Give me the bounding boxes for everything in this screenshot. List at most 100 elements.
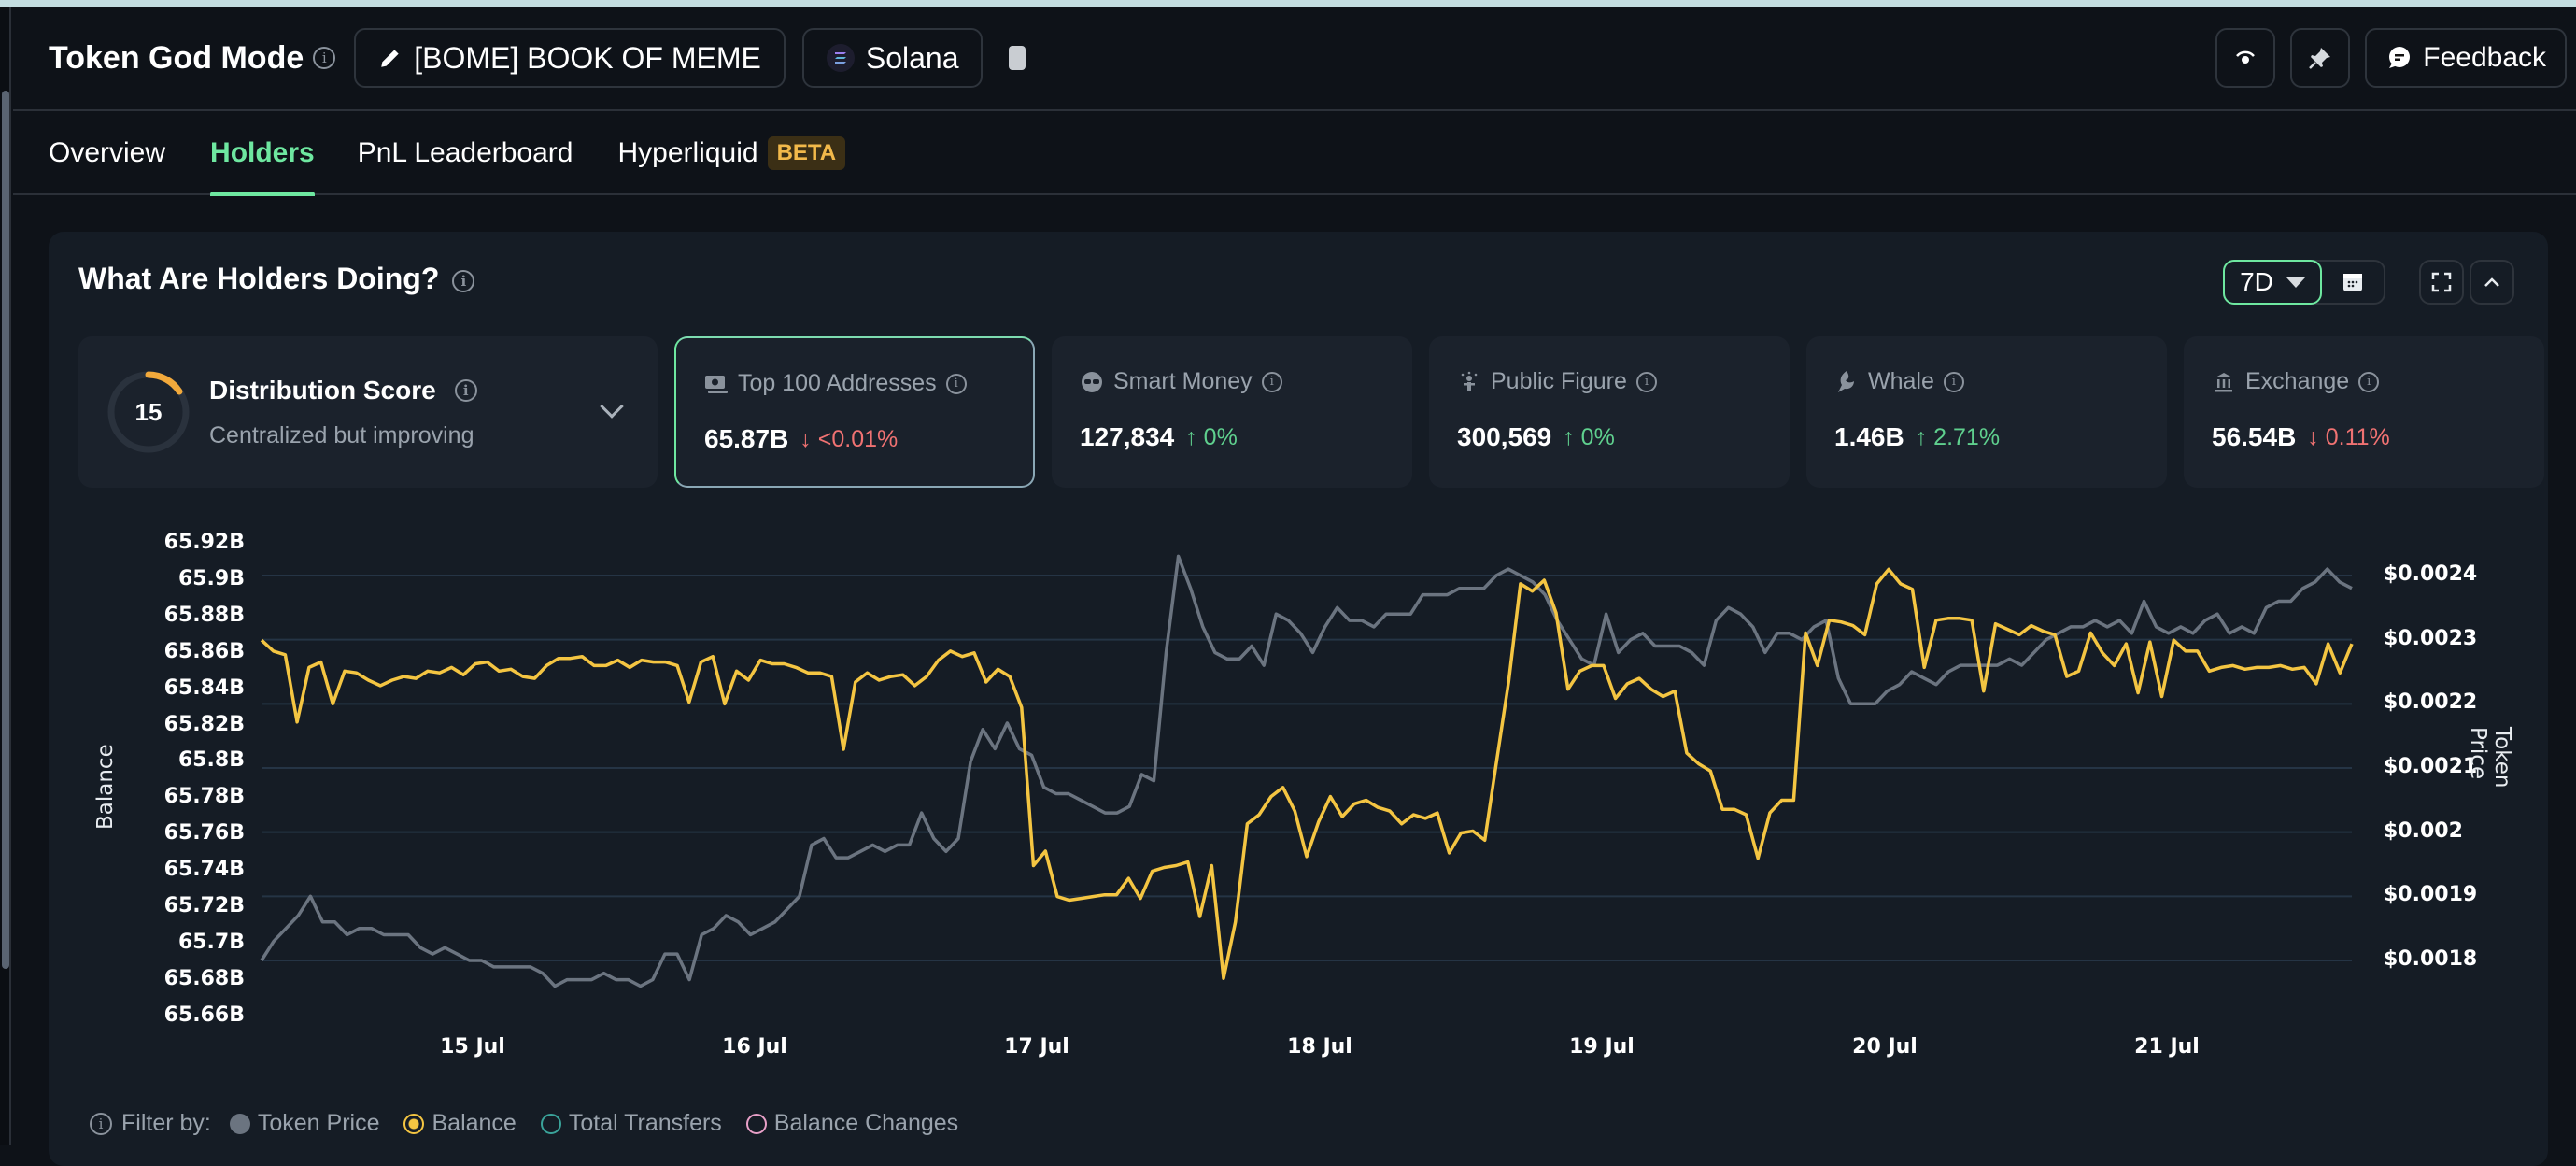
stat-change-text: 2.71%	[1933, 423, 2001, 450]
stat-value-text: 300,569	[1457, 422, 1552, 451]
info-icon[interactable]: i	[90, 1112, 112, 1135]
stat-change-text: 0.11%	[2325, 423, 2390, 450]
page-scrollbar[interactable]	[0, 7, 11, 1145]
stat-change-text: <0.01%	[817, 425, 899, 452]
feedback-label: Feedback	[2423, 42, 2546, 73]
y-tick-right: $0.0022	[2384, 690, 2478, 715]
stat-change: ↑ 0%	[1185, 423, 1238, 450]
stat-change: ↑ 2.71%	[1915, 423, 2001, 450]
stat-label: Top 100 Addresses i	[704, 370, 967, 397]
bank-icon	[2212, 370, 2236, 394]
info-icon[interactable]: i	[1635, 371, 1657, 392]
filter-total-transfers[interactable]: Total Transfers	[540, 1110, 722, 1137]
watch-button[interactable]	[2215, 28, 2276, 88]
chat-bubble-icon	[2389, 47, 2411, 68]
stat-label-text: Whale	[1868, 368, 1934, 394]
info-icon[interactable]: i	[454, 379, 477, 402]
scrollbar-thumb[interactable]	[2, 91, 9, 969]
x-tick: 15 Jul	[440, 1035, 505, 1059]
stat-label-text: Smart Money	[1113, 368, 1253, 394]
stat-label-text: Public Figure	[1491, 368, 1627, 394]
tab-pnl-leaderboard[interactable]: PnL Leaderboard	[358, 112, 573, 194]
info-icon[interactable]: i	[313, 47, 336, 69]
tab-hyperliquid[interactable]: Hyperliquid BETA	[617, 112, 846, 194]
balance-line[interactable]	[260, 567, 2354, 980]
stat-value: 1.46B ↑ 2.71%	[1834, 422, 2000, 452]
info-icon[interactable]: i	[452, 269, 475, 292]
stat-label: Public Figure i	[1457, 368, 1657, 395]
browser-top-strip	[0, 0, 2576, 7]
range-label: 7D	[2240, 267, 2273, 296]
y-tick-left: 65.84B	[163, 675, 245, 700]
distribution-gauge	[107, 371, 190, 453]
tab-label: Hyperliquid	[617, 137, 758, 168]
info-icon[interactable]: i	[945, 373, 967, 394]
beta-badge: BETA	[767, 136, 846, 170]
token-price-line[interactable]	[260, 554, 2353, 988]
tab-holders[interactable]: Holders	[210, 112, 315, 196]
distribution-score-card[interactable]: 15 Distribution Score i Centralized but i…	[78, 336, 658, 488]
stat-label-text: Exchange	[2245, 368, 2350, 394]
token-selector-button[interactable]: [BOME] BOOK OF MEME	[354, 28, 786, 88]
copy-icon[interactable]	[1009, 46, 1026, 70]
chevron-down-icon[interactable]	[600, 394, 624, 419]
filter-item-label: Balance	[432, 1110, 517, 1136]
tab-label: PnL Leaderboard	[357, 137, 573, 168]
distribution-title: Distribution Score i	[209, 376, 477, 405]
y-tick-left: 65.92B	[163, 531, 245, 554]
stat-card-top100[interactable]: Top 100 Addresses i 65.87B ↓ <0.01%	[674, 336, 1035, 488]
whale-icon	[1834, 370, 1859, 394]
filter-balance-changes[interactable]: Balance Changes	[745, 1110, 959, 1137]
public-figure-icon	[1457, 370, 1481, 394]
radio-outline-icon	[540, 1113, 561, 1134]
y-tick-right: $0.0023	[2384, 626, 2478, 650]
expand-icon	[2431, 272, 2452, 292]
x-tick: 21 Jul	[2134, 1035, 2200, 1059]
y-tick-right: $0.0024	[2384, 562, 2478, 586]
y-tick-left: 65.66B	[163, 1002, 245, 1027]
stat-label: Smart Money i	[1080, 368, 1282, 395]
holders-chart[interactable]: 65.92B 65.9B 65.88B 65.86B 65.84B 65.82B 65.8B…	[49, 521, 2548, 1082]
chart-plot-area[interactable]	[49, 521, 2548, 1082]
collapse-button[interactable]	[2470, 260, 2514, 305]
filter-token-price[interactable]: Token Price	[229, 1110, 379, 1137]
y-tick-left: 65.7B	[177, 930, 245, 954]
stat-value: 56.54B ↓ 0.11%	[2212, 422, 2390, 452]
stat-card-public-figure[interactable]: Public Figure i 300,569 ↑ 0%	[1429, 336, 1790, 488]
caret-down-icon	[2286, 277, 2305, 288]
y-tick-right: $0.002	[2384, 818, 2463, 843]
tab-overview[interactable]: Overview	[49, 112, 165, 194]
info-icon[interactable]: i	[1943, 371, 1964, 392]
info-icon[interactable]: i	[1261, 371, 1282, 392]
filter-balance[interactable]: Balance	[403, 1110, 517, 1137]
stat-card-smart-money[interactable]: Smart Money i 127,834 ↑ 0%	[1052, 336, 1412, 488]
calendar-button[interactable]	[2322, 262, 2384, 303]
tab-label: Holders	[210, 137, 315, 168]
stat-card-exchange[interactable]: Exchange i 56.54B ↓ 0.11%	[2184, 336, 2544, 488]
info-icon[interactable]: i	[2358, 371, 2380, 392]
feedback-button[interactable]: Feedback	[2365, 28, 2567, 88]
stat-label: Exchange i	[2212, 368, 2380, 395]
distribution-score-value: 15	[134, 397, 163, 426]
panel-title: What Are Holders Doing? i	[78, 262, 475, 296]
pencil-icon	[381, 50, 399, 67]
calendar-icon	[2343, 274, 2362, 292]
filter-item-label: Balance Changes	[773, 1110, 959, 1136]
x-tick: 20 Jul	[1852, 1035, 1918, 1059]
pin-button[interactable]	[2290, 28, 2351, 88]
stat-value: 300,569 ↑ 0%	[1457, 422, 1615, 452]
y-tick-left: 65.86B	[163, 639, 245, 663]
stat-card-whale[interactable]: Whale i 1.46B ↑ 2.71%	[1806, 336, 2167, 488]
eye-signal-icon	[2236, 50, 2256, 64]
chain-selector-button[interactable]: Solana	[801, 28, 984, 88]
filled-dot-icon	[229, 1113, 250, 1134]
y-tick-left: 65.82B	[163, 712, 245, 736]
range-dropdown[interactable]: 7D	[2223, 260, 2322, 305]
filter-label: Filter by:	[121, 1110, 211, 1136]
token-label: [BOME] BOOK OF MEME	[414, 40, 761, 75]
page-title: Token God Mode	[49, 39, 304, 76]
y-tick-left: 65.72B	[163, 894, 245, 917]
holders-panel: What Are Holders Doing? i 7D 15 Distribut…	[49, 232, 2548, 1166]
filter-item-label: Total Transfers	[568, 1110, 722, 1136]
fullscreen-button[interactable]	[2419, 260, 2464, 305]
